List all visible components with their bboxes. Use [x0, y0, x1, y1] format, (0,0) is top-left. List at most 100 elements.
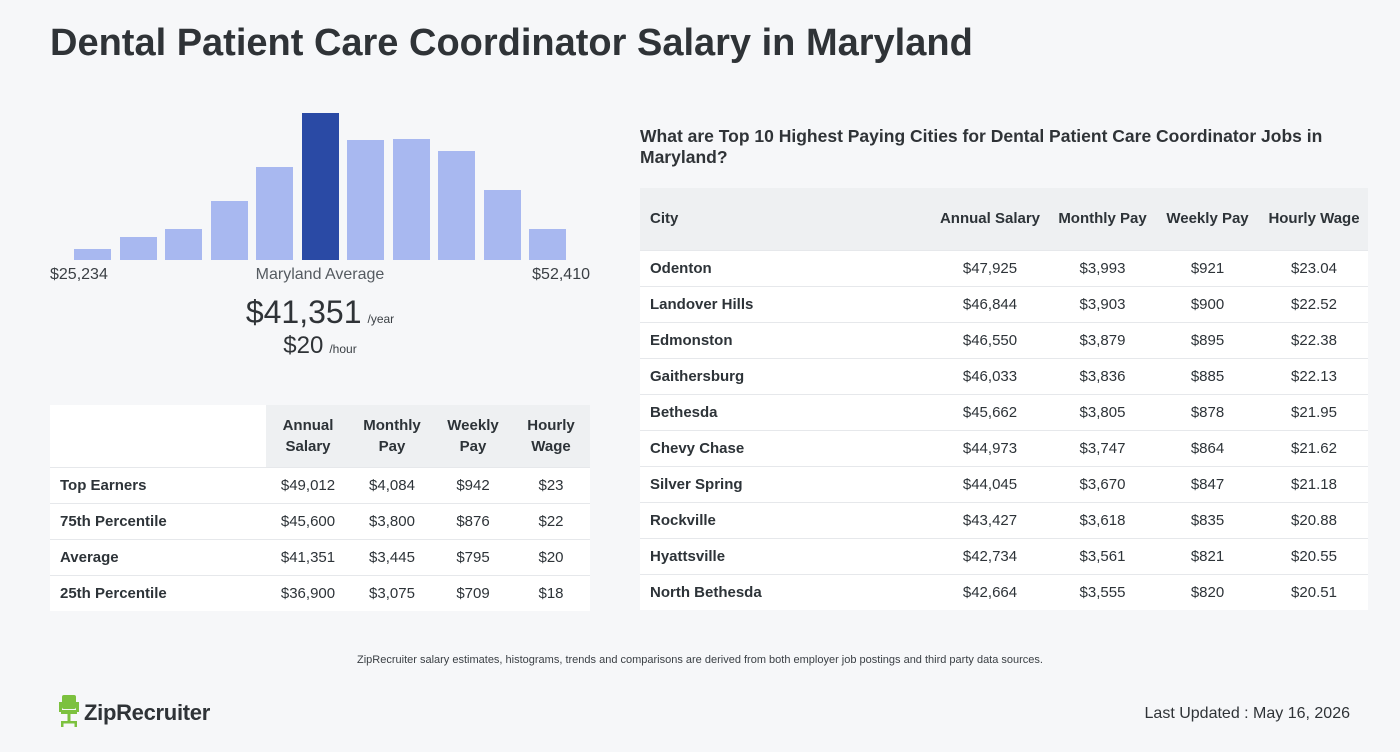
- annual-salary-cell: $49,012: [266, 466, 350, 503]
- city-row: Rockville $43,427 $3,618 $835 $20.88: [640, 501, 1368, 538]
- hourly-wage-cell: $21.18: [1260, 465, 1368, 502]
- annual-salary-cell: $36,900: [266, 574, 350, 611]
- monthly-pay-cell: $3,445: [350, 538, 434, 575]
- annual-salary-cell: $42,664: [930, 573, 1050, 610]
- hourly-wage-cell: $23.04: [1260, 249, 1368, 286]
- histogram-bar: [210, 201, 248, 260]
- average-annual-unit: /year: [367, 312, 395, 326]
- city-row: Landover Hills $46,844 $3,903 $900 $22.52: [640, 285, 1368, 322]
- monthly-pay-cell: $3,836: [1050, 357, 1155, 394]
- weekly-pay-cell: $878: [1155, 393, 1260, 430]
- annual-salary-cell: $43,427: [930, 501, 1050, 538]
- monthly-pay-cell: $3,561: [1050, 537, 1155, 574]
- percentile-salary-table: Annual Salary Monthly Pay Weekly Pay Hou…: [50, 405, 590, 611]
- average-hourly-unit: /hour: [329, 342, 357, 356]
- percentile-row-label: 25th Percentile: [50, 574, 266, 611]
- city-name: Chevy Chase: [640, 429, 930, 466]
- histogram-min-label: $25,234: [50, 266, 108, 283]
- monthly-pay-cell: $3,993: [1050, 249, 1155, 286]
- ziprecruiter-logo[interactable]: ZipRecruiter: [58, 694, 210, 733]
- percentile-header-hourly: Hourly Wage: [512, 405, 590, 467]
- percentile-row: 75th Percentile $45,600 $3,800 $876 $22: [50, 502, 590, 539]
- weekly-pay-cell: $847: [1155, 465, 1260, 502]
- hourly-wage-cell: $18: [512, 574, 590, 611]
- histogram-bar-average: [301, 113, 339, 260]
- hourly-wage-cell: $22: [512, 502, 590, 539]
- monthly-pay-cell: $3,670: [1050, 465, 1155, 502]
- city-row: Chevy Chase $44,973 $3,747 $864 $21.62: [640, 429, 1368, 466]
- monthly-pay-cell: $3,879: [1050, 321, 1155, 358]
- weekly-pay-cell: $709: [434, 574, 512, 611]
- weekly-pay-cell: $821: [1155, 537, 1260, 574]
- city-name: North Bethesda: [640, 573, 930, 610]
- average-hourly-wage: $20/hour: [50, 332, 590, 360]
- weekly-pay-cell: $921: [1155, 249, 1260, 286]
- last-updated: Last Updated : May 16, 2026: [1144, 705, 1350, 722]
- weekly-pay-cell: $876: [434, 502, 512, 539]
- city-row: Silver Spring $44,045 $3,670 $847 $21.18: [640, 465, 1368, 502]
- city-name: Silver Spring: [640, 465, 930, 502]
- monthly-pay-cell: $3,800: [350, 502, 434, 539]
- percentile-row-label: Average: [50, 538, 266, 575]
- top-cities-heading: What are Top 10 Highest Paying Cities fo…: [640, 126, 1323, 167]
- cities-header-annual: Annual Salary: [930, 188, 1050, 250]
- city-name: Hyattsville: [640, 537, 930, 574]
- histogram-bar: [392, 139, 430, 260]
- average-annual-salary: $41,351/year: [50, 294, 590, 331]
- city-row: Odenton $47,925 $3,993 $921 $23.04: [640, 249, 1368, 286]
- city-name: Edmonston: [640, 321, 930, 358]
- weekly-pay-cell: $864: [1155, 429, 1260, 466]
- annual-salary-cell: $45,662: [930, 393, 1050, 430]
- hourly-wage-cell: $23: [512, 466, 590, 503]
- chair-icon: [58, 694, 80, 733]
- page-title: Dental Patient Care Coordinator Salary i…: [50, 22, 973, 64]
- histogram-max-label: $52,410: [532, 266, 590, 283]
- monthly-pay-cell: $3,903: [1050, 285, 1155, 322]
- annual-salary-cell: $46,844: [930, 285, 1050, 322]
- monthly-pay-cell: $3,618: [1050, 501, 1155, 538]
- cities-header-weekly: Weekly Pay: [1155, 188, 1260, 250]
- percentile-header-blank: [50, 405, 266, 467]
- top-cities-table: City Annual Salary Monthly Pay Weekly Pa…: [640, 188, 1368, 610]
- histogram-bar: [74, 249, 111, 260]
- city-name: Odenton: [640, 249, 930, 286]
- monthly-pay-cell: $3,747: [1050, 429, 1155, 466]
- monthly-pay-cell: $3,805: [1050, 393, 1155, 430]
- percentile-row-label: 75th Percentile: [50, 502, 266, 539]
- cities-table-header: City Annual Salary Monthly Pay Weekly Pa…: [640, 188, 1368, 250]
- annual-salary-cell: $47,925: [930, 249, 1050, 286]
- percentile-header-annual: Annual Salary: [266, 405, 350, 467]
- percentile-header-weekly: Weekly Pay: [434, 405, 512, 467]
- hourly-wage-cell: $21.95: [1260, 393, 1368, 430]
- annual-salary-cell: $44,045: [930, 465, 1050, 502]
- histogram-bar: [438, 151, 475, 260]
- monthly-pay-cell: $4,084: [350, 466, 434, 503]
- hourly-wage-cell: $20.88: [1260, 501, 1368, 538]
- percentile-row: Average $41,351 $3,445 $795 $20: [50, 538, 590, 575]
- annual-salary-cell: $41,351: [266, 538, 350, 575]
- average-hourly-amount: $20: [283, 332, 324, 359]
- city-name: Gaithersburg: [640, 357, 930, 394]
- logo-text: ZipRecruiter: [84, 700, 210, 725]
- weekly-pay-cell: $820: [1155, 573, 1260, 610]
- hourly-wage-cell: $20.55: [1260, 537, 1368, 574]
- histogram-bar: [483, 190, 521, 260]
- percentile-table-header: Annual Salary Monthly Pay Weekly Pay Hou…: [50, 405, 590, 467]
- annual-salary-cell: $46,550: [930, 321, 1050, 358]
- city-row: Edmonston $46,550 $3,879 $895 $22.38: [640, 321, 1368, 358]
- percentile-header-monthly: Monthly Pay: [350, 405, 434, 467]
- annual-salary-cell: $42,734: [930, 537, 1050, 574]
- annual-salary-cell: $44,973: [930, 429, 1050, 466]
- city-name: Landover Hills: [640, 285, 930, 322]
- cities-header-hourly: Hourly Wage: [1260, 188, 1368, 250]
- hourly-wage-cell: $22.38: [1260, 321, 1368, 358]
- city-row: Gaithersburg $46,033 $3,836 $885 $22.13: [640, 357, 1368, 394]
- average-annual-amount: $41,351: [245, 294, 362, 330]
- monthly-pay-cell: $3,555: [1050, 573, 1155, 610]
- hourly-wage-cell: $22.52: [1260, 285, 1368, 322]
- city-name: Rockville: [640, 501, 930, 538]
- weekly-pay-cell: $885: [1155, 357, 1260, 394]
- monthly-pay-cell: $3,075: [350, 574, 434, 611]
- histogram-average-label: Maryland Average: [255, 266, 385, 283]
- city-name: Bethesda: [640, 393, 930, 430]
